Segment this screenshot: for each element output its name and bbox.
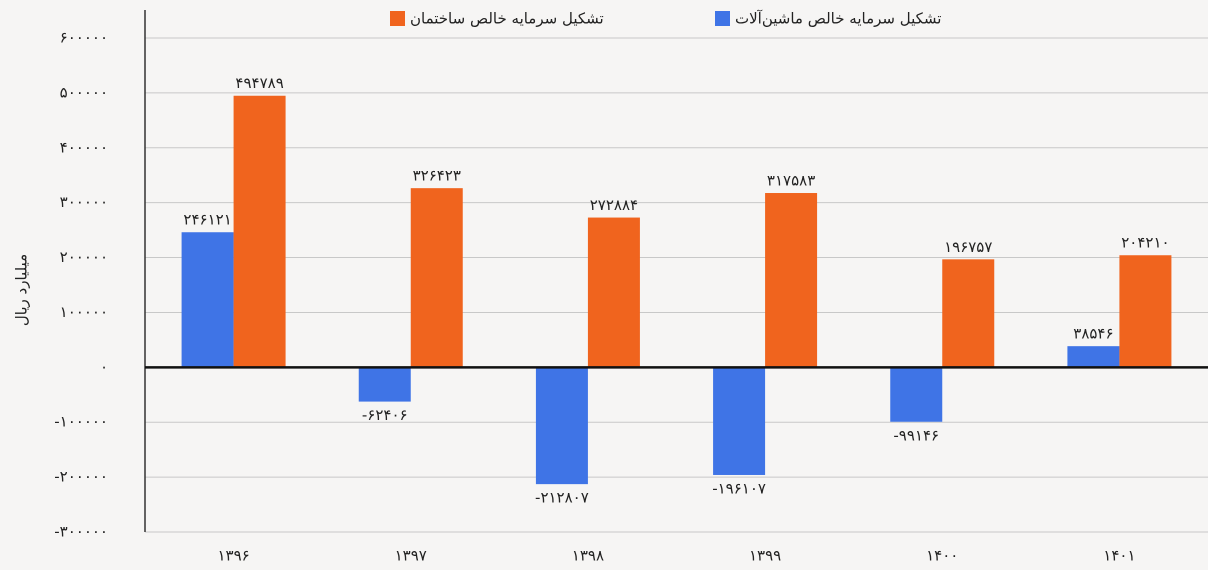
bar <box>1119 255 1172 368</box>
y-tick-label: ۶۰۰۰۰۰ <box>60 29 108 47</box>
data-label: ۲۰۴۲۱۰ <box>1121 234 1169 252</box>
data-label: -۲۱۲۸۰۷ <box>535 489 589 507</box>
y-tick-label: ۴۰۰۰۰۰ <box>60 138 108 156</box>
bar <box>410 188 463 368</box>
bar <box>942 259 995 368</box>
data-label: -۹۹۱۴۶ <box>893 426 939 444</box>
y-tick-label: ۳۰۰۰۰۰ <box>60 193 108 211</box>
y-tick-label: ۲۰۰۰۰۰ <box>60 248 108 266</box>
bar <box>713 367 766 475</box>
legend-swatch <box>715 11 730 26</box>
x-tick-label: ۱۳۹۹ <box>749 547 781 565</box>
data-label: ۳۱۷۵۸۳ <box>767 172 815 190</box>
bar <box>1067 346 1120 368</box>
data-label: ۴۹۴۷۸۹ <box>235 74 283 92</box>
y-tick-label: ۵۰۰۰۰۰ <box>60 83 108 101</box>
x-tick-label: ۱۳۹۸ <box>572 547 604 565</box>
data-label: -۱۹۶۱۰۷ <box>712 479 766 497</box>
y-tick-label: ۱۰۰۰۰۰ <box>60 303 108 321</box>
legend-label: تشکیل سرمایه خالص ساختمان <box>410 10 604 28</box>
y-tick-label: -۳۰۰۰۰۰ <box>54 523 108 541</box>
x-tick-label: ۱۳۹۷ <box>395 547 427 565</box>
y-tick-label: -۱۰۰۰۰۰ <box>54 413 108 431</box>
data-label: -۶۲۴۰۶ <box>362 406 408 424</box>
data-label: ۳۲۶۴۲۳ <box>413 167 461 185</box>
data-label: ۲۷۲۸۸۴ <box>590 196 638 214</box>
bar <box>765 193 818 368</box>
data-label: ۲۴۶۱۲۱ <box>183 211 231 229</box>
bar <box>233 95 286 368</box>
y-tick-label: -۲۰۰۰۰۰ <box>54 468 108 486</box>
data-label: ۱۹۶۷۵۷ <box>944 238 992 256</box>
x-tick-label: ۱۳۹۶ <box>217 547 249 565</box>
y-axis-label: میلیارد ریال <box>13 254 31 326</box>
bar <box>535 367 588 485</box>
bar <box>181 232 234 368</box>
bar <box>890 367 943 422</box>
x-tick-label: ۱۴۰۰ <box>926 547 958 565</box>
bar <box>358 367 411 402</box>
legend-label: تشکیل سرمایه خالص ماشین‌آلات <box>735 10 941 28</box>
legend-swatch <box>390 11 405 26</box>
y-tick-label: ۰ <box>100 358 108 376</box>
data-label: ۳۸۵۴۶ <box>1073 325 1113 343</box>
bar <box>587 217 640 368</box>
x-tick-label: ۱۴۰۱ <box>1103 547 1135 565</box>
